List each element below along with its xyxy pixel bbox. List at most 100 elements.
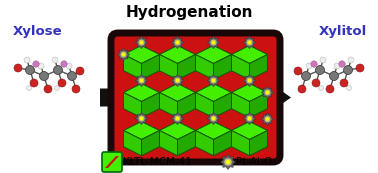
Circle shape <box>211 116 215 121</box>
Circle shape <box>246 115 253 122</box>
Polygon shape <box>172 74 184 86</box>
Polygon shape <box>124 45 160 63</box>
Text: Xylitol: Xylitol <box>319 25 367 38</box>
Circle shape <box>356 64 364 72</box>
Circle shape <box>39 71 48 80</box>
Circle shape <box>139 116 144 121</box>
Text: KLTL-MCM-41: KLTL-MCM-41 <box>123 157 192 167</box>
Polygon shape <box>172 37 184 49</box>
Polygon shape <box>214 93 231 118</box>
Text: Xylose: Xylose <box>13 25 63 38</box>
Circle shape <box>38 63 44 69</box>
Circle shape <box>33 61 39 67</box>
Polygon shape <box>195 130 214 156</box>
Circle shape <box>311 61 317 67</box>
Circle shape <box>348 57 354 63</box>
Circle shape <box>14 64 22 72</box>
Polygon shape <box>195 93 214 118</box>
Circle shape <box>319 85 324 90</box>
Polygon shape <box>262 113 274 125</box>
Text: Hydrogenation: Hydrogenation <box>125 5 253 20</box>
Circle shape <box>174 39 181 46</box>
Circle shape <box>320 57 326 63</box>
Polygon shape <box>249 130 268 156</box>
Polygon shape <box>135 112 147 125</box>
Circle shape <box>265 90 270 94</box>
Polygon shape <box>141 130 160 156</box>
Circle shape <box>211 79 215 83</box>
Circle shape <box>294 67 302 75</box>
Circle shape <box>248 116 251 121</box>
Circle shape <box>174 77 181 84</box>
Circle shape <box>138 39 145 46</box>
Polygon shape <box>172 112 184 125</box>
Polygon shape <box>160 93 178 118</box>
FancyBboxPatch shape <box>102 152 122 172</box>
Polygon shape <box>160 54 178 80</box>
Circle shape <box>224 158 232 166</box>
Polygon shape <box>124 54 141 80</box>
Polygon shape <box>195 84 231 102</box>
Circle shape <box>264 89 271 96</box>
Circle shape <box>326 85 334 93</box>
Polygon shape <box>231 84 268 102</box>
Polygon shape <box>262 86 274 99</box>
Circle shape <box>306 63 312 69</box>
Polygon shape <box>243 74 256 86</box>
Polygon shape <box>160 84 195 102</box>
Polygon shape <box>243 37 256 49</box>
Circle shape <box>248 79 251 83</box>
Polygon shape <box>231 121 268 139</box>
Circle shape <box>175 40 180 44</box>
Polygon shape <box>231 93 249 118</box>
FancyArrow shape <box>100 84 291 112</box>
Circle shape <box>210 77 217 84</box>
Circle shape <box>26 85 31 90</box>
Circle shape <box>265 117 270 121</box>
Polygon shape <box>249 93 268 118</box>
Polygon shape <box>195 45 231 63</box>
Circle shape <box>72 85 80 93</box>
Polygon shape <box>214 130 231 156</box>
Circle shape <box>175 79 180 83</box>
Circle shape <box>54 85 59 90</box>
Circle shape <box>66 63 72 69</box>
Circle shape <box>211 40 215 44</box>
Polygon shape <box>208 112 220 125</box>
Polygon shape <box>195 121 231 139</box>
Polygon shape <box>124 130 141 156</box>
Polygon shape <box>141 54 160 80</box>
Polygon shape <box>178 93 195 118</box>
Circle shape <box>58 79 66 87</box>
Polygon shape <box>160 45 195 63</box>
Circle shape <box>347 85 352 90</box>
Circle shape <box>339 61 345 67</box>
Polygon shape <box>249 54 268 80</box>
Circle shape <box>340 79 348 87</box>
Circle shape <box>298 85 306 93</box>
Polygon shape <box>141 93 160 118</box>
Circle shape <box>334 63 340 69</box>
Polygon shape <box>195 54 214 80</box>
Polygon shape <box>135 37 147 49</box>
Polygon shape <box>105 156 119 168</box>
Polygon shape <box>208 37 220 49</box>
Circle shape <box>226 160 231 165</box>
Circle shape <box>44 85 52 93</box>
Circle shape <box>264 116 271 122</box>
Circle shape <box>61 61 67 67</box>
Polygon shape <box>178 130 195 156</box>
Circle shape <box>24 57 30 63</box>
Circle shape <box>312 79 320 87</box>
Circle shape <box>210 115 217 122</box>
Polygon shape <box>124 84 160 102</box>
Circle shape <box>139 79 144 83</box>
Polygon shape <box>243 112 256 125</box>
Circle shape <box>138 115 145 122</box>
Polygon shape <box>208 74 220 86</box>
Circle shape <box>330 71 339 80</box>
Polygon shape <box>178 54 195 80</box>
Polygon shape <box>124 93 141 118</box>
Polygon shape <box>160 130 178 156</box>
Polygon shape <box>214 54 231 80</box>
